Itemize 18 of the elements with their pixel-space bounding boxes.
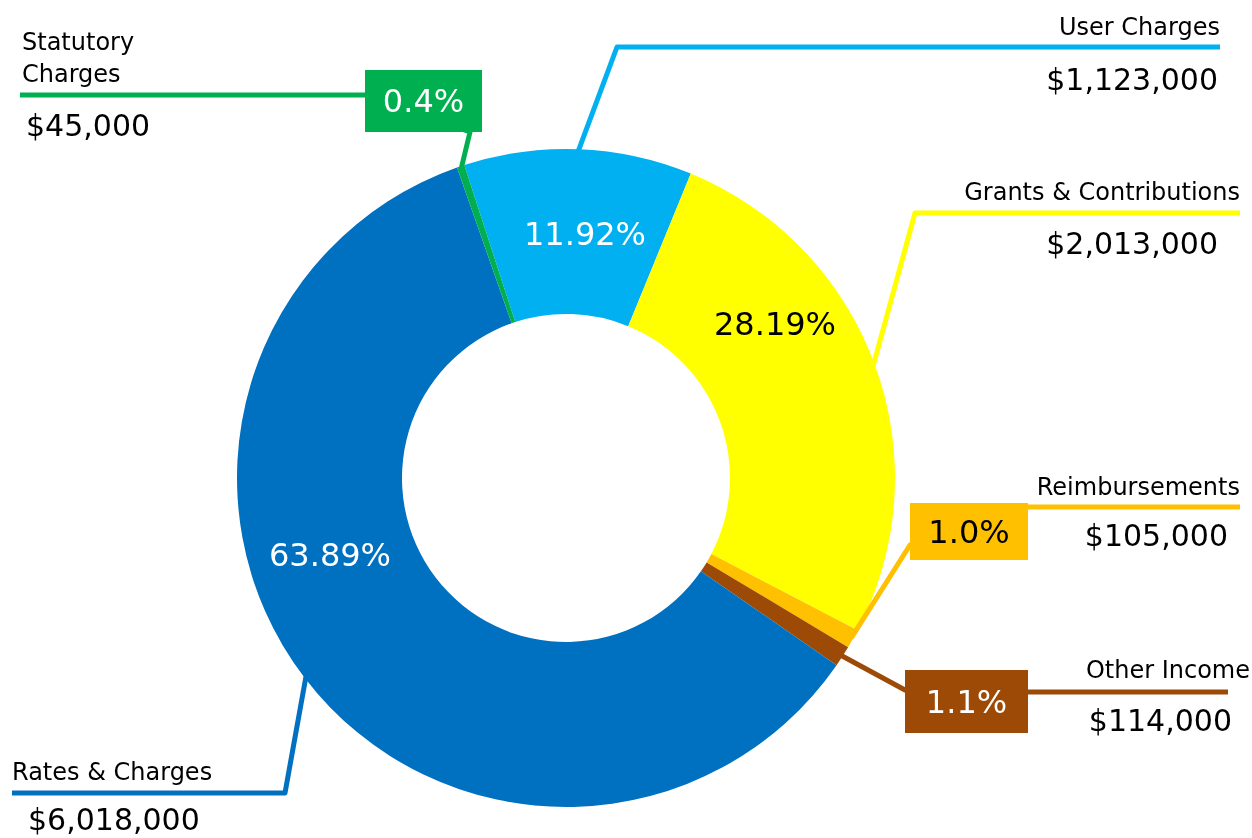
slice-label: Other Income (1085, 656, 1250, 684)
data-label: 1.1% (925, 682, 1008, 721)
data-label: 0.4% (382, 82, 465, 121)
text: $45,000 (26, 108, 151, 143)
text: $1,123,000 (1046, 62, 1218, 97)
text: $114,000 (1088, 703, 1232, 738)
slice-label: Grants & Contributions (964, 178, 1240, 206)
slice-label: Statutory Charges (22, 28, 135, 88)
slice-label: Rates & Charges (12, 758, 213, 786)
text: $105,000 (1084, 518, 1228, 553)
text: $6,018,000 (28, 802, 200, 837)
data-label: 63.89% (268, 536, 392, 574)
text: $2,013,000 (1046, 226, 1218, 261)
data-label: 1.0% (928, 512, 1010, 551)
data-label: 11.92% (523, 215, 647, 253)
slice-label: Reimbursements (1036, 473, 1240, 501)
data-label: 28.19% (713, 305, 837, 343)
slice-label: User Charges (1059, 13, 1220, 41)
